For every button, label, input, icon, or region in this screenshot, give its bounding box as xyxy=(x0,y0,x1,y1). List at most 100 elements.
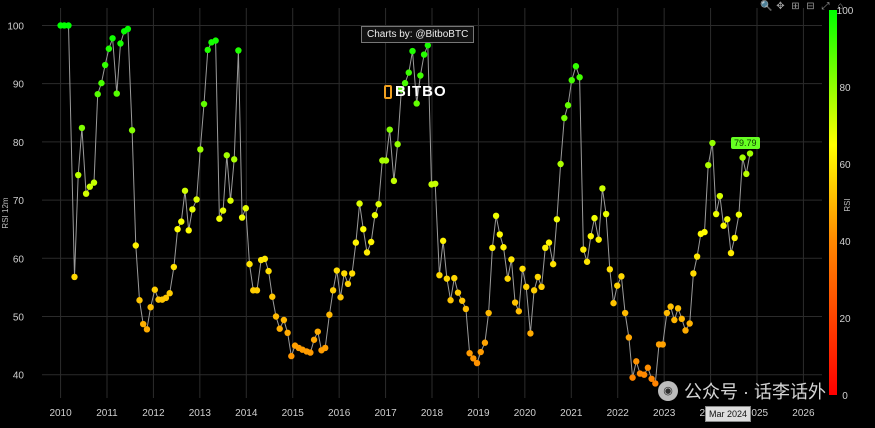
data-point[interactable] xyxy=(618,273,625,280)
data-point[interactable] xyxy=(496,231,503,238)
data-point[interactable] xyxy=(185,227,192,234)
data-point[interactable] xyxy=(394,141,401,148)
data-point[interactable] xyxy=(386,126,393,133)
data-point[interactable] xyxy=(162,294,170,302)
data-point[interactable] xyxy=(648,375,655,382)
data-point[interactable] xyxy=(288,352,295,360)
data-point[interactable] xyxy=(344,280,352,288)
data-point[interactable] xyxy=(223,152,230,159)
data-point[interactable] xyxy=(712,210,720,218)
data-point[interactable] xyxy=(420,51,428,58)
data-point[interactable] xyxy=(98,79,105,87)
data-point[interactable] xyxy=(523,283,530,291)
data-point[interactable] xyxy=(405,69,412,76)
data-point[interactable] xyxy=(265,267,272,275)
data-point[interactable] xyxy=(500,244,507,251)
data-point[interactable] xyxy=(451,274,458,282)
data-point[interactable] xyxy=(538,283,545,291)
data-point[interactable] xyxy=(424,42,432,49)
data-point[interactable] xyxy=(663,309,671,317)
data-point[interactable] xyxy=(382,157,390,164)
data-point[interactable] xyxy=(78,124,86,132)
data-point[interactable] xyxy=(71,273,78,281)
data-point[interactable] xyxy=(485,309,492,317)
data-point[interactable] xyxy=(136,297,143,304)
data-point[interactable] xyxy=(572,63,580,70)
data-point[interactable] xyxy=(189,206,196,213)
data-point[interactable] xyxy=(181,187,189,194)
zoom-in-icon[interactable]: ⊞ xyxy=(791,1,800,12)
data-point[interactable] xyxy=(561,114,568,122)
data-point[interactable] xyxy=(375,200,382,208)
data-point[interactable] xyxy=(678,315,685,323)
data-point[interactable] xyxy=(314,328,321,335)
data-point[interactable] xyxy=(659,341,666,348)
data-point[interactable] xyxy=(492,212,500,220)
data-point[interactable] xyxy=(606,266,614,273)
data-point[interactable] xyxy=(219,207,227,214)
data-point[interactable] xyxy=(686,320,693,327)
data-point[interactable] xyxy=(458,297,466,304)
data-point[interactable] xyxy=(667,303,674,310)
data-point[interactable] xyxy=(557,160,564,168)
data-point[interactable] xyxy=(390,177,398,185)
data-point[interactable] xyxy=(307,349,314,356)
data-point[interactable] xyxy=(489,244,496,252)
data-point[interactable] xyxy=(128,127,136,134)
data-point[interactable] xyxy=(674,305,682,312)
data-point[interactable] xyxy=(166,290,173,297)
data-point[interactable] xyxy=(621,309,629,317)
data-point[interactable] xyxy=(398,86,405,93)
data-point[interactable] xyxy=(633,358,640,365)
data-points[interactable] xyxy=(57,22,754,387)
data-point[interactable] xyxy=(231,156,238,163)
data-point[interactable] xyxy=(417,72,424,79)
data-point[interactable] xyxy=(401,79,409,87)
data-point[interactable] xyxy=(246,260,253,268)
data-point[interactable] xyxy=(193,196,200,203)
data-point[interactable] xyxy=(671,316,678,324)
data-point[interactable] xyxy=(333,267,341,274)
data-point[interactable] xyxy=(595,236,602,243)
data-point[interactable] xyxy=(322,344,329,352)
data-point[interactable] xyxy=(132,242,139,249)
data-point[interactable] xyxy=(90,179,98,186)
data-point[interactable] xyxy=(94,90,101,98)
zoom-out-icon[interactable]: ⊟ xyxy=(806,1,815,12)
data-point[interactable] xyxy=(261,255,269,263)
zoom-icon[interactable]: 🔍 xyxy=(760,1,773,12)
data-point[interactable] xyxy=(690,270,697,277)
data-point[interactable] xyxy=(178,218,185,225)
pan-icon[interactable]: ✥ xyxy=(776,1,785,12)
data-point[interactable] xyxy=(735,211,743,218)
data-point[interactable] xyxy=(269,293,276,300)
data-point[interactable] xyxy=(280,316,288,324)
data-point[interactable] xyxy=(409,47,416,55)
reset-icon[interactable]: ⌂ xyxy=(837,1,844,12)
data-point[interactable] xyxy=(109,35,116,42)
data-point[interactable] xyxy=(348,270,356,277)
data-point[interactable] xyxy=(204,46,211,54)
data-point[interactable] xyxy=(147,303,154,311)
data-point[interactable] xyxy=(724,216,731,223)
data-point[interactable] xyxy=(82,190,90,197)
data-point[interactable] xyxy=(124,25,132,33)
data-point[interactable] xyxy=(360,225,367,233)
data-point[interactable] xyxy=(693,253,701,260)
data-point[interactable] xyxy=(583,258,591,265)
data-point[interactable] xyxy=(720,222,727,229)
data-point[interactable] xyxy=(527,330,534,337)
data-point[interactable] xyxy=(105,45,113,52)
data-point[interactable] xyxy=(439,237,447,245)
data-point[interactable] xyxy=(644,364,652,371)
data-point[interactable] xyxy=(576,74,583,81)
data-point[interactable] xyxy=(272,313,280,320)
data-point[interactable] xyxy=(470,355,477,362)
data-point[interactable] xyxy=(436,271,443,279)
data-point[interactable] xyxy=(716,192,724,200)
data-point[interactable] xyxy=(443,275,451,282)
data-point[interactable] xyxy=(65,22,72,29)
data-point[interactable] xyxy=(238,214,246,221)
data-point[interactable] xyxy=(101,61,109,69)
data-point[interactable] xyxy=(235,47,242,54)
